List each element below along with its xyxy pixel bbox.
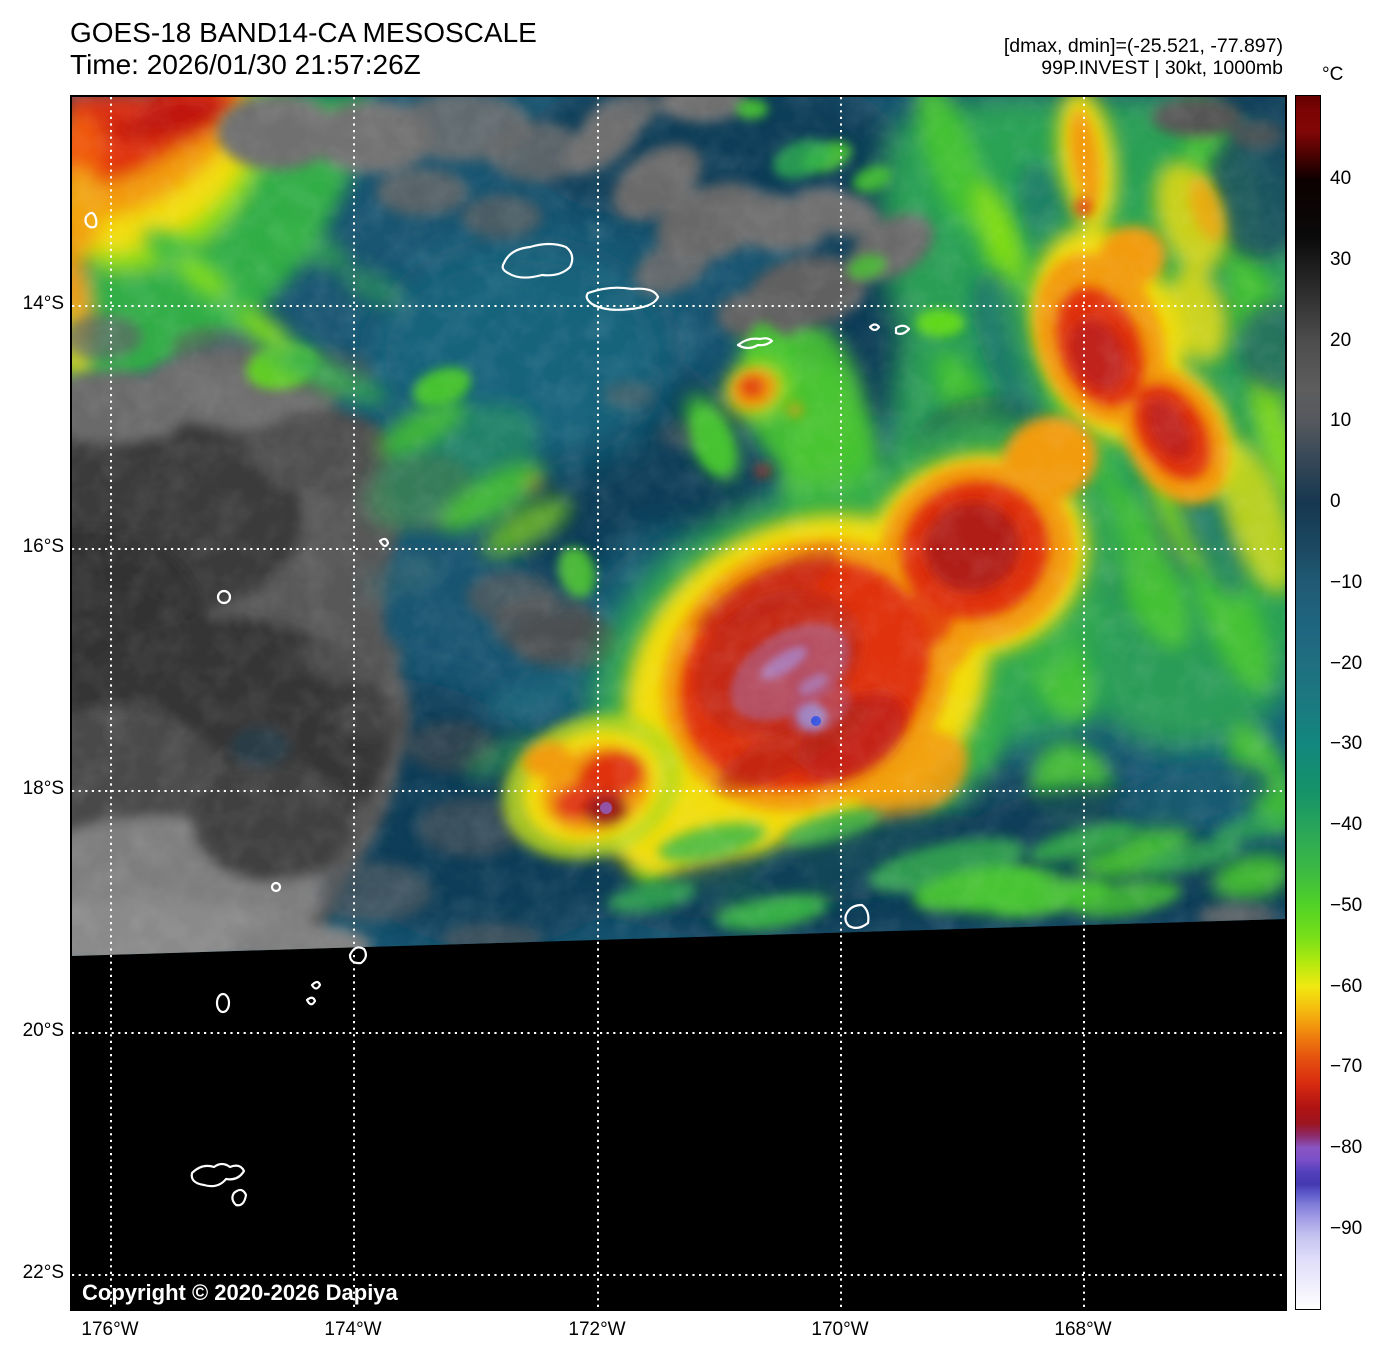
svg-text:Copyright © 2020-2026 Dapiya: Copyright © 2020-2026 Dapiya — [82, 1280, 399, 1305]
